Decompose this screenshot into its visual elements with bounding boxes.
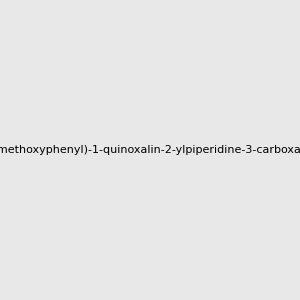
Text: N-(2-methoxyphenyl)-1-quinoxalin-2-ylpiperidine-3-carboxamide: N-(2-methoxyphenyl)-1-quinoxalin-2-ylpip… xyxy=(0,145,300,155)
